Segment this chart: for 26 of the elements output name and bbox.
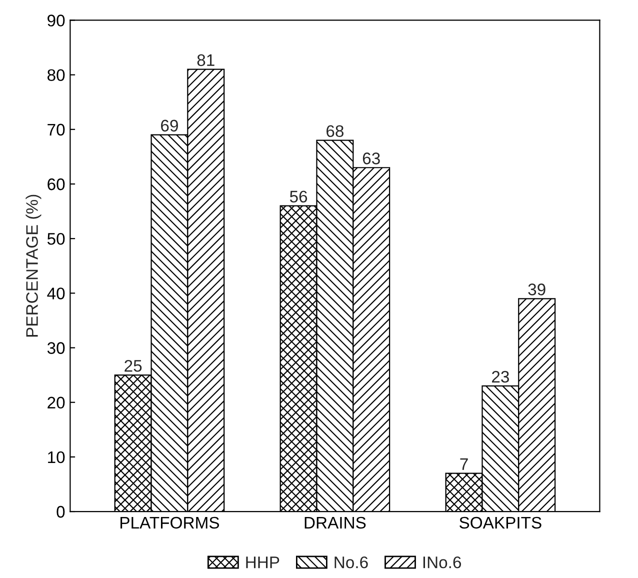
data-label: 7 bbox=[460, 458, 468, 470]
data-label: 39 bbox=[528, 284, 546, 296]
legend-label: INo.6 bbox=[423, 556, 461, 568]
data-label: 68 bbox=[326, 125, 344, 138]
data-label: 69 bbox=[161, 120, 178, 132]
x-tick-label: PLATFORMS bbox=[120, 516, 220, 529]
x-tick-label: SOAKPITS bbox=[460, 516, 542, 529]
y-tick-label: 20 bbox=[48, 396, 65, 409]
y-tick-label: 30 bbox=[47, 342, 65, 354]
data-label: 56 bbox=[290, 190, 308, 203]
y-tick-label: 10 bbox=[48, 451, 65, 464]
data-label: 81 bbox=[197, 54, 214, 66]
y-tick-label: 50 bbox=[47, 232, 65, 245]
y-tick-label: 0 bbox=[56, 506, 65, 518]
y-tick-label: 60 bbox=[48, 178, 65, 190]
legend-label: HHP bbox=[246, 556, 280, 568]
data-label: 25 bbox=[124, 360, 142, 372]
data-label: 63 bbox=[362, 152, 380, 164]
y-tick-label: 80 bbox=[48, 69, 65, 82]
y-tick-label: 70 bbox=[48, 124, 65, 136]
x-tick-label: DRAINS bbox=[304, 516, 366, 529]
y-tick-label: 90 bbox=[48, 14, 65, 26]
data-label: 23 bbox=[492, 370, 509, 383]
legend-label: No.6 bbox=[334, 556, 368, 568]
y-tick-label: 40 bbox=[47, 288, 65, 300]
y-axis-title: PERCENTAGE (%) bbox=[26, 194, 42, 337]
